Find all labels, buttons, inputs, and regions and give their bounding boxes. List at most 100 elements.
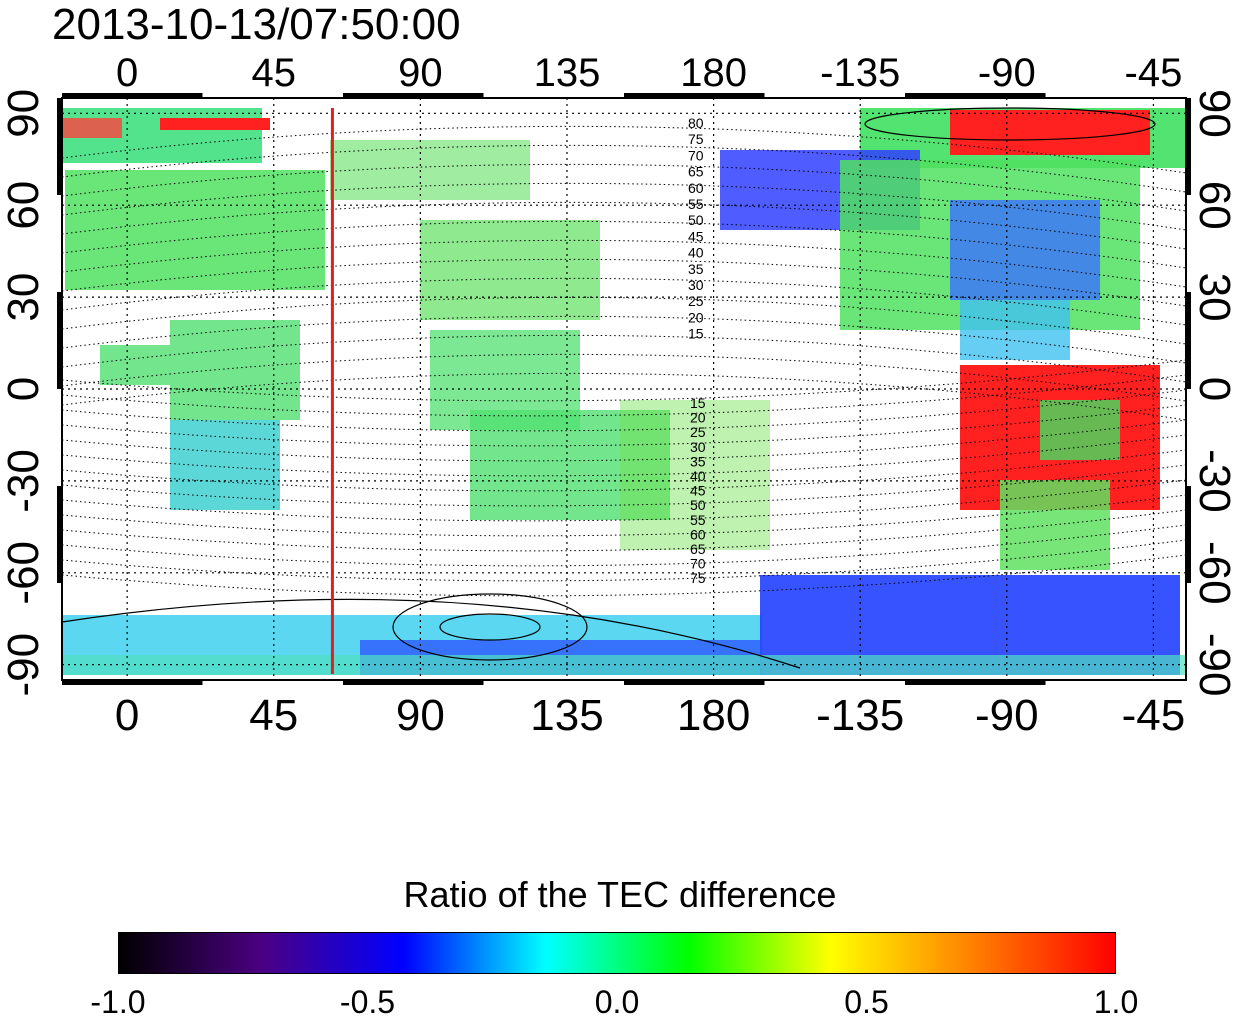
contour-label-south: 25 — [690, 424, 706, 440]
bottom-border-segment — [624, 680, 765, 685]
contour-label-north: 55 — [688, 196, 704, 212]
right-border-segment — [1186, 292, 1191, 389]
lat-tick-label-right: -90 — [1190, 633, 1239, 697]
right-border-segment — [1186, 486, 1191, 583]
lon-tick-label-bottom: -90 — [975, 691, 1039, 740]
contour-label-north: 35 — [688, 261, 704, 277]
lon-tick-label-top: -90 — [978, 51, 1036, 95]
contour-line-south — [61, 434, 1187, 477]
left-border-segment — [57, 98, 62, 195]
lon-tick-label-bottom: 180 — [677, 691, 750, 740]
contour-label-north: 80 — [688, 115, 704, 131]
contour-line-south — [61, 494, 1187, 537]
lon-tick-label-top: -45 — [1125, 51, 1183, 95]
contour-line-north — [61, 315, 1187, 364]
contour-label-north: 75 — [688, 131, 704, 147]
contour-line-south — [61, 419, 1187, 462]
contour-line-south — [61, 374, 1187, 417]
contour-ring-outer — [392, 593, 588, 661]
lat-tick-label-right: -30 — [1190, 449, 1239, 513]
contour-line-south — [61, 479, 1187, 522]
contour-label-north: 70 — [688, 147, 704, 163]
contour-line-south — [61, 404, 1187, 447]
contour-label-north: 50 — [688, 212, 704, 228]
contour-line-north — [61, 296, 1187, 345]
contour-label-north: 60 — [688, 180, 704, 196]
lon-tick-label-top: -135 — [820, 51, 900, 95]
top-border-segment — [905, 93, 1046, 98]
contour-label-north: 20 — [688, 309, 704, 325]
lat-tick-label-right: 90 — [1190, 89, 1239, 138]
lon-tick-label-bottom: 135 — [530, 691, 603, 740]
top-border-segment — [624, 93, 765, 98]
lon-tick-label-bottom: 0 — [115, 691, 139, 740]
contour-ring-north — [864, 107, 1156, 141]
colorbar-tick-label: -0.5 — [339, 984, 396, 1020]
lon-tick-label-bottom: 45 — [249, 691, 298, 740]
lat-tick-label-right: 30 — [1190, 273, 1239, 322]
colorbar-title: Ratio of the TEC difference — [403, 874, 837, 915]
contour-label-south: 20 — [690, 410, 706, 426]
contour-line-north — [61, 353, 1187, 402]
contour-line-south — [61, 464, 1187, 507]
contour-line-north — [61, 201, 1187, 250]
contour-line-north — [61, 277, 1187, 326]
colorbar-tick-label: 0.0 — [594, 984, 640, 1020]
lon-tick-label-bottom: -45 — [1122, 691, 1186, 740]
top-border-segment — [62, 93, 203, 98]
bottom-border-segment — [343, 680, 484, 685]
colorbar — [118, 932, 1116, 974]
contour-line-north — [61, 372, 1187, 421]
lon-tick-label-top: 135 — [534, 51, 601, 95]
left-border-segment — [57, 486, 62, 583]
contour-line-south — [61, 524, 1187, 567]
contour-label-south: 65 — [690, 541, 706, 557]
contour-line-north — [61, 334, 1187, 383]
lat-tick-label-left: 60 — [0, 181, 48, 230]
contour-label-south: 15 — [690, 395, 706, 411]
contour-line-north — [61, 125, 1187, 174]
contour-label-south: 60 — [690, 526, 706, 542]
tec-data-layer — [62, 108, 1186, 675]
contour-label-north: 65 — [688, 164, 704, 180]
timestamp-title: 2013-10-13/07:50:00 — [52, 0, 461, 49]
map-overlay: 8075706560555045403530252015152025303540… — [0, 51, 1239, 740]
lat-tick-label-left: -30 — [0, 449, 48, 513]
contour-label-south: 35 — [690, 453, 706, 469]
lat-tick-label-left: 90 — [0, 89, 48, 138]
right-border-segment — [1186, 98, 1191, 195]
contour-label-north: 45 — [688, 228, 704, 244]
contour-line-north — [61, 239, 1187, 288]
bottom-border-segment — [62, 680, 203, 685]
contour-label-south: 30 — [690, 439, 706, 455]
colorbar-tick-label: -1.0 — [90, 984, 146, 1020]
contour-line-north — [61, 182, 1187, 231]
contour-label-south: 40 — [690, 468, 706, 484]
contour-label-north: 40 — [688, 245, 704, 261]
contour-line-north — [61, 144, 1187, 193]
contour-label-north: 30 — [688, 277, 704, 293]
lat-tick-label-left: 30 — [0, 273, 48, 322]
colorbar-tick-label: 0.5 — [844, 984, 889, 1020]
lat-tick-label-left: -60 — [0, 541, 48, 605]
lon-tick-label-top: 180 — [680, 51, 747, 95]
contour-label-south: 70 — [690, 556, 706, 572]
contour-line-south — [61, 389, 1187, 432]
contour-line-north — [61, 163, 1187, 212]
lat-tick-label-right: -60 — [1190, 541, 1239, 605]
plot-frame — [61, 97, 1187, 681]
lat-tick-label-right: 0 — [1190, 377, 1239, 401]
lon-tick-label-top: 45 — [252, 51, 297, 95]
contour-label-south: 75 — [690, 570, 706, 586]
lon-tick-label-bottom: 90 — [396, 691, 445, 740]
contour-line-south — [61, 539, 1187, 582]
contour-line-north — [61, 258, 1187, 307]
contour-line-south — [61, 449, 1187, 492]
lon-tick-label-top: 0 — [116, 51, 138, 95]
contour-label-north: 15 — [688, 326, 704, 342]
bottom-border-segment — [905, 680, 1046, 685]
lon-tick-label-bottom: -135 — [816, 691, 904, 740]
contour-line-solid — [61, 598, 801, 669]
contour-line-south — [61, 554, 1187, 597]
